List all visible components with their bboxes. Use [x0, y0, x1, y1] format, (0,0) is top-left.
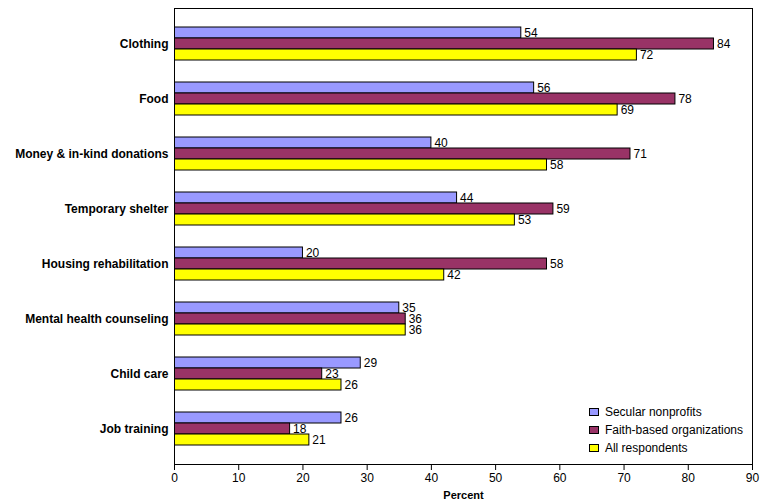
svg-text:Temporary shelter: Temporary shelter — [65, 202, 169, 216]
svg-text:23: 23 — [325, 367, 339, 381]
html-text:All respondents: All respondents — [604, 441, 688, 455]
svg-text:Percent: Percent — [443, 489, 484, 501]
html-text:Secular nonprofits: Secular nonprofits — [604, 405, 702, 419]
svg-text:72: 72 — [640, 48, 654, 62]
svg-text:58: 58 — [550, 257, 564, 271]
svg-text:18: 18 — [293, 422, 307, 436]
svg-text:20: 20 — [296, 471, 310, 485]
svg-text:36: 36 — [408, 311, 423, 326]
html-text:Faith-based organizations: Faith-based organizations — [604, 423, 743, 437]
svg-text:40: 40 — [425, 471, 439, 485]
svg-text:10: 10 — [232, 471, 246, 485]
svg-text:70: 70 — [617, 471, 631, 485]
svg-text:50: 50 — [489, 471, 503, 485]
svg-text:80: 80 — [682, 471, 696, 485]
svg-text:44: 44 — [460, 191, 474, 205]
svg-text:36: 36 — [409, 323, 423, 337]
svg-text:90: 90 — [746, 471, 760, 485]
svg-text:56: 56 — [537, 81, 551, 95]
svg-text:0: 0 — [171, 471, 178, 485]
svg-text:58: 58 — [550, 158, 564, 172]
svg-text:29: 29 — [364, 356, 378, 370]
svg-text:Money & in-kind donations: Money & in-kind donations — [15, 147, 169, 161]
svg-text:69: 69 — [621, 103, 635, 117]
svg-text:60: 60 — [553, 471, 567, 485]
svg-text:59: 59 — [556, 202, 570, 216]
svg-text:54: 54 — [524, 26, 538, 40]
svg-text:26: 26 — [344, 378, 358, 392]
svg-text:78: 78 — [678, 92, 692, 106]
svg-text:21: 21 — [312, 433, 326, 447]
svg-text:Housing rehabilitation: Housing rehabilitation — [42, 257, 169, 271]
svg-text:Mental health counseling: Mental health counseling — [25, 312, 168, 326]
svg-text:Clothing: Clothing — [120, 37, 169, 51]
svg-text:Food: Food — [139, 92, 168, 106]
svg-text:Job training: Job training — [100, 422, 169, 436]
svg-text:53: 53 — [518, 213, 532, 227]
svg-text:30: 30 — [360, 471, 374, 485]
svg-text:35: 35 — [402, 300, 416, 315]
svg-text:40: 40 — [434, 136, 448, 150]
svg-text:42: 42 — [447, 268, 461, 282]
svg-text:26: 26 — [344, 411, 358, 425]
svg-text:Child care: Child care — [110, 367, 168, 381]
svg-text:20: 20 — [306, 246, 320, 260]
svg-text:84: 84 — [717, 37, 731, 51]
svg-text:71: 71 — [633, 147, 647, 161]
